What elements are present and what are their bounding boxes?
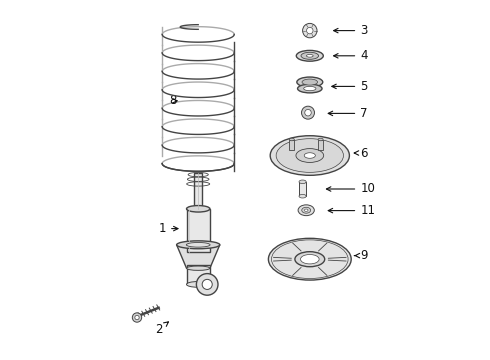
Ellipse shape <box>296 50 323 61</box>
Ellipse shape <box>301 52 318 59</box>
Circle shape <box>305 109 311 116</box>
Ellipse shape <box>296 149 324 162</box>
Ellipse shape <box>302 207 311 213</box>
Ellipse shape <box>273 137 347 174</box>
Text: 10: 10 <box>326 183 375 195</box>
Text: 7: 7 <box>328 107 368 120</box>
Ellipse shape <box>176 241 220 249</box>
Circle shape <box>196 274 218 295</box>
Ellipse shape <box>318 138 323 141</box>
Bar <box>187 209 210 252</box>
Circle shape <box>202 279 212 289</box>
Text: 9: 9 <box>355 249 368 262</box>
Text: 3: 3 <box>334 24 368 37</box>
Ellipse shape <box>302 79 318 85</box>
Ellipse shape <box>297 77 323 87</box>
Ellipse shape <box>295 252 325 267</box>
Ellipse shape <box>186 243 210 247</box>
Ellipse shape <box>276 139 343 172</box>
Ellipse shape <box>299 180 306 184</box>
Ellipse shape <box>271 240 348 279</box>
Bar <box>318 140 323 150</box>
Text: 6: 6 <box>354 147 368 159</box>
Circle shape <box>303 23 317 38</box>
Text: 2: 2 <box>155 322 169 336</box>
Circle shape <box>301 106 315 119</box>
Ellipse shape <box>289 138 294 141</box>
Circle shape <box>132 313 142 322</box>
Ellipse shape <box>187 266 210 270</box>
Text: 4: 4 <box>334 49 368 62</box>
Ellipse shape <box>304 86 316 91</box>
Ellipse shape <box>187 206 210 212</box>
Polygon shape <box>194 173 202 209</box>
Ellipse shape <box>304 209 308 211</box>
Ellipse shape <box>304 153 316 158</box>
Bar <box>299 182 306 196</box>
Ellipse shape <box>270 136 349 175</box>
Polygon shape <box>176 245 220 268</box>
Text: 1: 1 <box>159 222 178 235</box>
Ellipse shape <box>306 54 313 57</box>
Bar <box>289 140 294 150</box>
Ellipse shape <box>299 194 306 198</box>
Circle shape <box>307 27 313 34</box>
Bar <box>187 265 210 284</box>
Ellipse shape <box>298 205 314 216</box>
Ellipse shape <box>187 282 210 287</box>
Text: 5: 5 <box>332 80 368 93</box>
Text: 8: 8 <box>170 94 177 107</box>
Ellipse shape <box>297 84 322 93</box>
Text: 11: 11 <box>328 204 375 217</box>
Ellipse shape <box>269 238 351 280</box>
Circle shape <box>135 315 139 320</box>
Ellipse shape <box>300 255 319 264</box>
